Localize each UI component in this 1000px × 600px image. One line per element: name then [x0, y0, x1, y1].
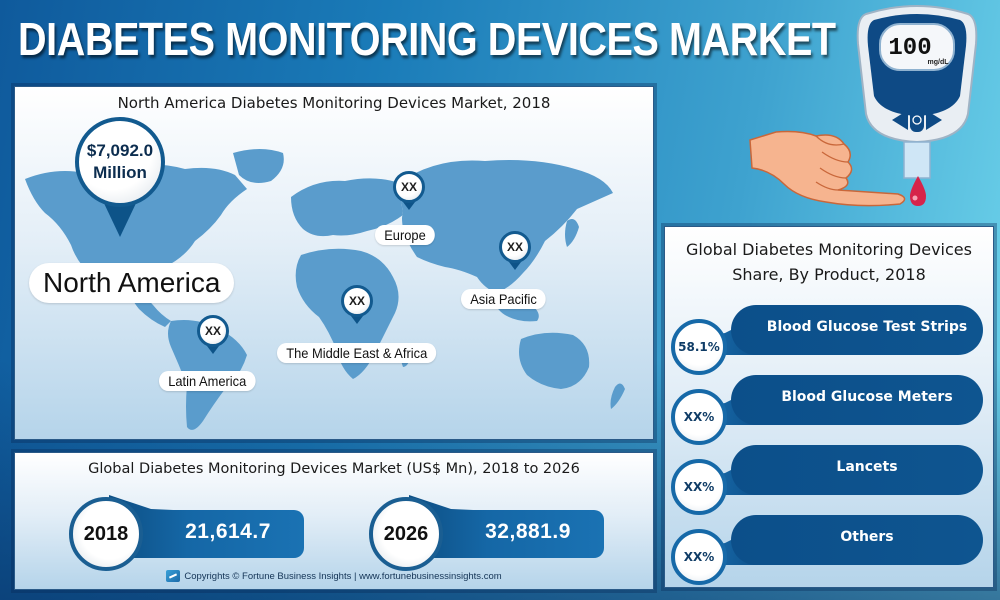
landmass-asia: [399, 160, 613, 293]
asia-pacific-label: Asia Pacific: [461, 289, 546, 309]
north-america-value-bubble: $7,092.0 Million: [75, 117, 165, 207]
share-label: Blood Glucose Meters: [781, 389, 953, 405]
share-value: XX%: [671, 389, 727, 445]
share-label: Blood Glucose Test Strips: [766, 319, 968, 335]
landmass-new-zealand: [610, 383, 625, 409]
glucose-meter-icon: 100 mg/dL: [856, 5, 978, 206]
latin-america-label: Latin America: [159, 371, 256, 391]
share-item-meters: XX% Blood Glucose Meters: [671, 375, 983, 445]
share-label: Lancets: [836, 459, 898, 475]
share-panel-title: Global Diabetes Monitoring Devices Share…: [686, 240, 972, 284]
landmass-greenland: [233, 149, 284, 183]
share-value: XX%: [671, 459, 727, 515]
global-market-panel: Global Diabetes Monitoring Devices Marke…: [14, 452, 654, 590]
map-panel-title: North America Diabetes Monitoring Device…: [117, 94, 551, 112]
landmass-japan: [565, 219, 579, 247]
latin-america-value: XX: [197, 315, 229, 347]
meter-display-unit: mg/dL: [928, 59, 950, 66]
share-label-bar: [731, 305, 983, 355]
market-value: 21,614.7: [185, 520, 271, 543]
copyright-footer: Copyrights © Fortune Business Insights |…: [15, 570, 653, 582]
share-item-test-strips: 58.1% Blood Glucose Test Strips: [671, 305, 983, 375]
share-label: Others: [840, 529, 894, 545]
page-title: DIABETES MONITORING DEVICES MARKET: [18, 13, 836, 65]
fortune-business-insights-logo-icon: [166, 570, 181, 582]
share-item-lancets: XX% Lancets: [671, 445, 983, 515]
middle-east-africa-label: The Middle East & Africa: [277, 343, 437, 363]
product-share-panel: Global Diabetes Monitoring Devices Share…: [664, 226, 994, 588]
share-label-bar: [731, 375, 983, 425]
europe-value: XX: [393, 171, 425, 203]
share-value: XX%: [671, 529, 727, 585]
north-america-value-unit: Million: [93, 163, 147, 182]
market-year-badge: 2026: [369, 497, 443, 571]
north-america-market-panel: North America Diabetes Monitoring Device…: [14, 86, 654, 440]
asia-pacific-value: XX: [499, 231, 531, 263]
market-panel-title: Global Diabetes Monitoring Devices Marke…: [88, 461, 580, 477]
share-item-others: XX% Others: [671, 515, 983, 585]
europe-label: Europe: [375, 225, 435, 245]
hand-illustration: [749, 130, 906, 207]
landmass-europe: [291, 178, 403, 237]
share-label-bar: [731, 445, 983, 495]
market-item-2026: 2026 32,881.9: [369, 495, 604, 571]
copyright-text[interactable]: Copyrights © Fortune Business Insights |…: [184, 570, 502, 582]
middle-east-africa-value: XX: [341, 285, 373, 317]
north-america-value: $7,092.0: [86, 141, 154, 160]
market-item-2018: 2018 21,614.7: [69, 495, 304, 571]
meter-display-value: 100: [888, 35, 931, 62]
market-year-badge: 2018: [69, 497, 143, 571]
market-value: 32,881.9: [485, 520, 571, 543]
share-value: 58.1%: [671, 319, 727, 375]
landmass-australia: [519, 332, 590, 389]
share-label-bar: [731, 515, 983, 565]
north-america-label: North America: [29, 263, 235, 303]
